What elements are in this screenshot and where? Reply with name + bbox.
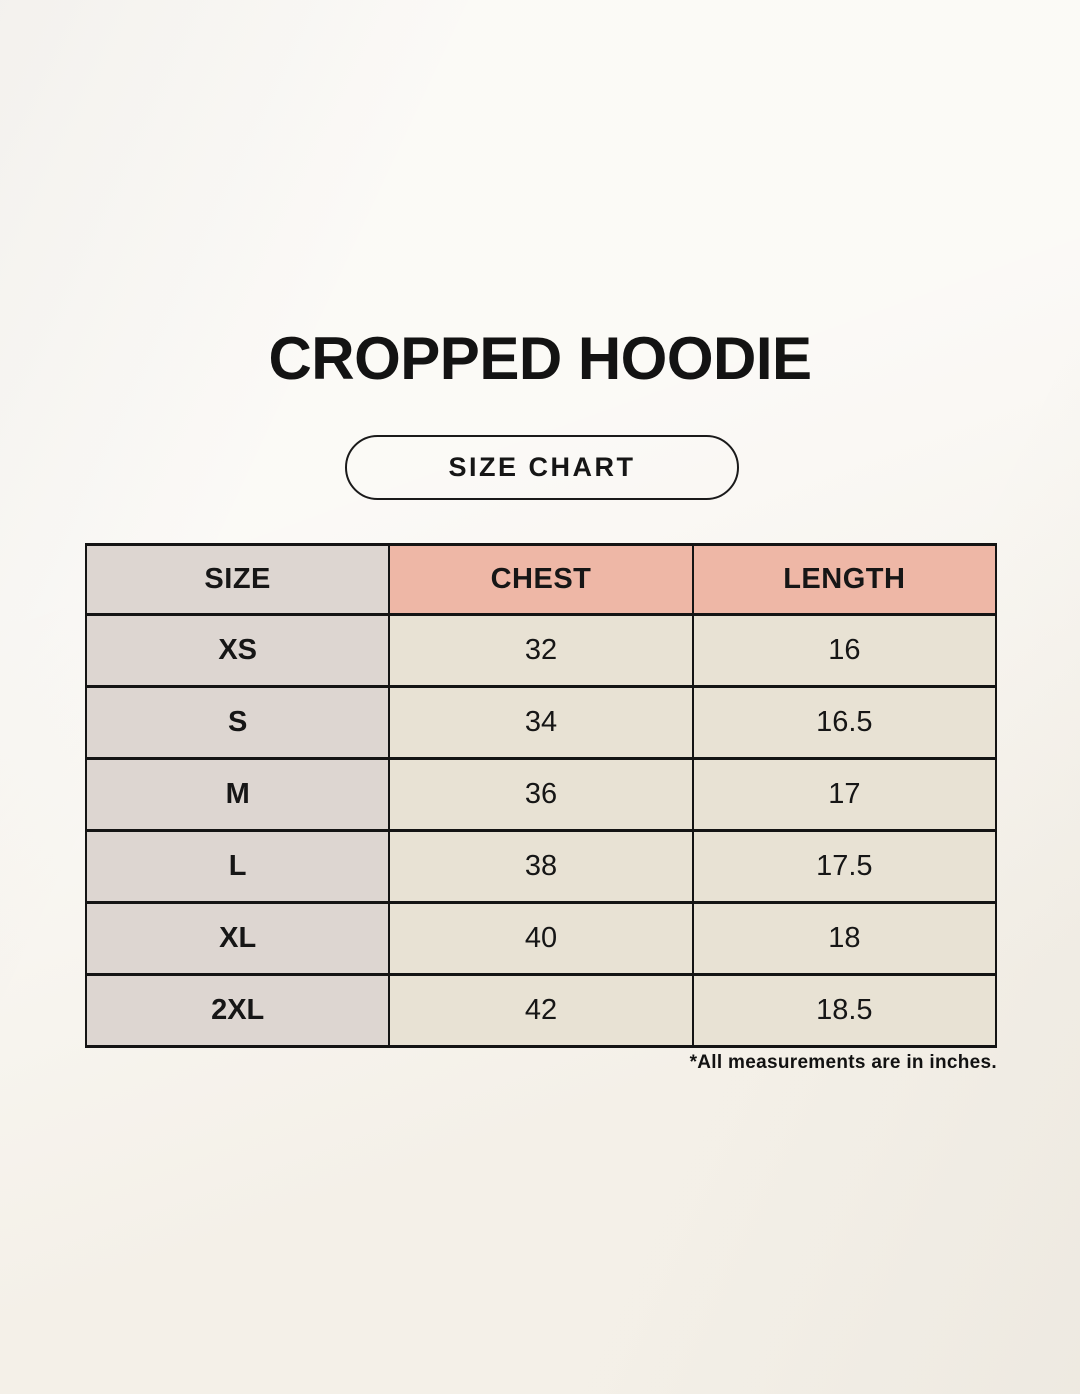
table-header: SIZE CHEST LENGTH [84, 543, 998, 616]
chest-value: 32 [388, 613, 694, 688]
length-value: 16.5 [691, 685, 998, 760]
length-value: 17.5 [691, 829, 998, 904]
size-chart-badge-label: SIZE CHART [448, 452, 636, 482]
size-label: S [84, 685, 391, 760]
table-header-row: SIZE CHEST LENGTH [84, 543, 998, 616]
size-label: M [84, 757, 391, 832]
column-header-size: SIZE [84, 543, 391, 616]
length-value: 16 [691, 613, 998, 688]
size-label: L [84, 829, 391, 904]
size-chart-table: SIZE CHEST LENGTH XS 32 16 S 34 16.5 M 3… [84, 543, 998, 1048]
size-label: XS [84, 613, 391, 688]
column-header-chest: CHEST [388, 543, 694, 616]
length-value: 18 [691, 901, 998, 976]
size-label: 2XL [84, 973, 391, 1048]
chest-value: 34 [388, 685, 694, 760]
size-chart-badge: SIZE CHART [345, 435, 739, 500]
length-value: 17 [691, 757, 998, 832]
size-label: XL [84, 901, 391, 976]
chest-value: 42 [388, 973, 694, 1048]
chest-value: 38 [388, 829, 694, 904]
table-row: 2XL 42 18.5 [84, 973, 998, 1048]
table-row: M 36 17 [84, 757, 998, 832]
table-row: L 38 17.5 [84, 829, 998, 904]
page-title: CROPPED HOODIE [268, 325, 812, 392]
chest-value: 40 [388, 901, 694, 976]
length-value: 18.5 [691, 973, 998, 1048]
column-header-length: LENGTH [691, 543, 998, 616]
chest-value: 36 [388, 757, 694, 832]
table-row: XS 32 16 [84, 613, 998, 688]
table-body: XS 32 16 S 34 16.5 M 36 17 L 38 17.5 XL … [84, 613, 998, 1048]
table-row: S 34 16.5 [84, 685, 998, 760]
table-row: XL 40 18 [84, 901, 998, 976]
measurements-footnote: *All measurements are in inches. [689, 1052, 997, 1073]
